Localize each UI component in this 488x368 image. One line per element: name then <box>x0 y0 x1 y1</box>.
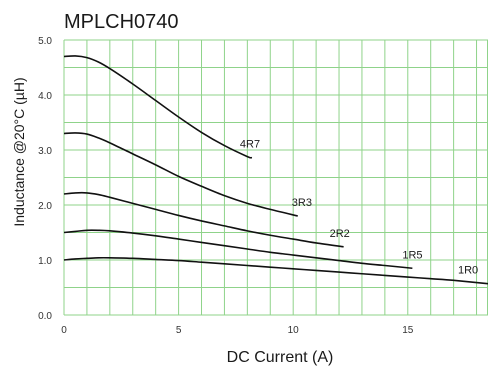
series-curves <box>63 55 488 285</box>
x-axis-label: DC Current (A) <box>227 349 334 366</box>
y-tick-label: 4.0 <box>38 91 52 102</box>
grid-lines <box>63 39 488 316</box>
chart-title: MPLCH0740 <box>64 11 179 33</box>
series-line-3r3 <box>63 132 298 217</box>
y-tick-label: 5.0 <box>38 36 52 47</box>
series-line-1r5 <box>63 229 413 270</box>
y-tick-label: 1.0 <box>38 256 52 267</box>
x-tick-label: 15 <box>402 325 414 336</box>
series-line-1r0 <box>63 256 488 285</box>
series-label-2r2: 2R2 <box>330 228 350 240</box>
x-tick-label: 10 <box>288 325 300 336</box>
x-tick-label: 0 <box>61 325 67 336</box>
series-line-2r2 <box>63 191 344 248</box>
series-label-3r3: 3R3 <box>292 197 312 209</box>
y-axis-label: Inductance @20°C (µH) <box>11 77 27 226</box>
series-label-1r0: 1R0 <box>458 265 478 277</box>
y-tick-label: 3.0 <box>38 146 52 157</box>
tick-labels: 0 5 10 15 0.0 1.0 2.0 3.0 4.0 5.0 <box>38 36 414 336</box>
y-tick-label: 0.0 <box>38 311 52 322</box>
x-tick-label: 5 <box>176 325 182 336</box>
series-labels: 4R7 3R3 2R2 1R5 1R0 <box>240 139 478 277</box>
series-label-4r7: 4R7 <box>240 139 260 151</box>
y-tick-label: 2.0 <box>38 201 52 212</box>
series-label-1r5: 1R5 <box>402 249 422 261</box>
series-line-4r7 <box>63 55 253 159</box>
